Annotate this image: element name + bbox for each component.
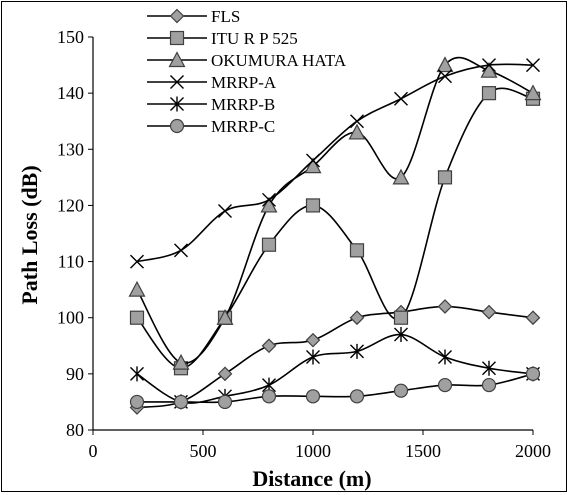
legend-label: OKUMURA HATA [211, 51, 347, 70]
x-tick-label: 1500 [405, 441, 441, 461]
y-tick-label: 80 [66, 420, 84, 440]
y-tick-label: 120 [57, 195, 84, 215]
legend-marker-okumura-hata [168, 51, 186, 68]
data-point-mrrp-b [350, 343, 364, 359]
x-axis-label: Distance (m) [252, 466, 371, 491]
series-line-mrrp-c [136, 373, 534, 404]
y-tick-label: 130 [57, 139, 84, 159]
data-point-okumura-hata [216, 308, 234, 325]
data-point-mrrp-a [438, 69, 452, 84]
data-point-okumura-hata [172, 353, 190, 370]
x-tick-label: 2000 [515, 441, 551, 461]
data-point-okumura-hata [524, 84, 542, 101]
plot-area [128, 56, 542, 415]
y-tick-label: 100 [57, 308, 84, 328]
series-line-mrrp-a [136, 63, 534, 263]
y-tick-label: 140 [57, 83, 84, 103]
legend-item-itu-r-p-525: ITU R P 525 [147, 29, 298, 48]
y-tick-label: 110 [58, 252, 84, 272]
data-point-mrrp-c [393, 383, 409, 398]
data-point-mrrp-a [350, 114, 364, 129]
data-point-mrrp-c [481, 377, 497, 393]
data-point-mrrp-b [130, 366, 144, 382]
data-point-mrrp-a [174, 243, 188, 258]
y-axis-label: Path Loss (dB) [17, 165, 42, 304]
legend-item-mrrp-b: MRRP-B [147, 95, 275, 114]
data-point-itu-r-p-525 [261, 237, 277, 252]
series-okumura-hata [128, 56, 542, 370]
data-point-itu-r-p-525 [349, 243, 365, 258]
x-tick-label: 500 [190, 441, 217, 461]
data-point-mrrp-a [262, 192, 276, 207]
data-point-okumura-hata [304, 157, 322, 174]
data-point-mrrp-a [394, 91, 408, 106]
legend-item-fls: FLS [147, 7, 240, 26]
data-point-mrrp-b [306, 349, 320, 365]
legend-label: MRRP-C [211, 117, 275, 136]
series-line-okumura-hata [136, 56, 534, 364]
data-point-mrrp-c [437, 377, 453, 393]
data-point-mrrp-a [218, 204, 232, 219]
series-line-itu-r-p-525 [136, 87, 534, 370]
data-point-itu-r-p-525 [393, 310, 409, 325]
legend-marker-itu-r-p-525 [169, 30, 185, 46]
data-point-mrrp-c [261, 389, 277, 404]
data-point-itu-r-p-525 [481, 86, 497, 101]
data-point-okumura-hata [128, 280, 146, 297]
y-tick-label: 90 [66, 364, 84, 384]
legend-marker-fls [169, 8, 185, 24]
legend-label: FLS [211, 7, 240, 26]
data-point-mrrp-b [482, 360, 496, 376]
data-point-itu-r-p-525 [129, 310, 145, 325]
data-point-okumura-hata [392, 168, 410, 185]
data-point-mrrp-a [482, 58, 496, 73]
data-point-mrrp-b [394, 327, 408, 343]
data-point-mrrp-c [217, 394, 233, 410]
legend-label: MRRP-B [211, 95, 275, 114]
data-point-fls [437, 299, 453, 314]
data-point-fls [525, 310, 541, 326]
series-itu-r-p-525 [129, 86, 541, 376]
data-point-fls [305, 332, 321, 348]
series-line-fls [136, 305, 534, 409]
series-mrrp-c [129, 366, 541, 410]
x-tick-label: 0 [89, 441, 98, 461]
data-point-okumura-hata [260, 196, 278, 213]
legend-item-mrrp-a: MRRP-A [147, 73, 277, 92]
data-point-mrrp-c [129, 394, 145, 410]
data-point-fls [261, 338, 277, 354]
data-point-fls [481, 304, 497, 320]
legend-label: MRRP-A [211, 73, 277, 92]
legend-label: ITU R P 525 [211, 29, 298, 48]
data-point-okumura-hata [348, 123, 366, 140]
y-tick-label: 150 [57, 27, 84, 47]
data-point-fls [217, 366, 233, 382]
data-point-mrrp-a [526, 58, 540, 73]
legend-marker-mrrp-c [169, 118, 185, 134]
series-mrrp-a [130, 58, 540, 269]
legend-item-mrrp-c: MRRP-C [147, 117, 275, 136]
data-point-itu-r-p-525 [437, 170, 453, 185]
data-point-mrrp-a [130, 254, 144, 269]
data-point-okumura-hata [480, 61, 498, 78]
data-point-mrrp-b [438, 349, 452, 365]
data-point-mrrp-c [305, 389, 321, 404]
data-point-itu-r-p-525 [305, 198, 321, 213]
data-point-mrrp-c [349, 389, 365, 404]
x-tick-label: 1000 [295, 441, 331, 461]
legend-marker-mrrp-b [170, 96, 184, 112]
legend-marker-mrrp-a [170, 75, 184, 89]
data-point-okumura-hata [436, 56, 454, 73]
legend: FLS ITU R P 525 OKUMURA HATA MRRP-A MRRP-B MR… [147, 7, 347, 136]
legend-item-okumura-hata: OKUMURA HATA [147, 51, 347, 70]
data-point-mrrp-a [306, 153, 320, 168]
data-point-mrrp-c [173, 394, 189, 410]
data-point-mrrp-c [525, 366, 541, 381]
data-point-fls [349, 310, 365, 326]
